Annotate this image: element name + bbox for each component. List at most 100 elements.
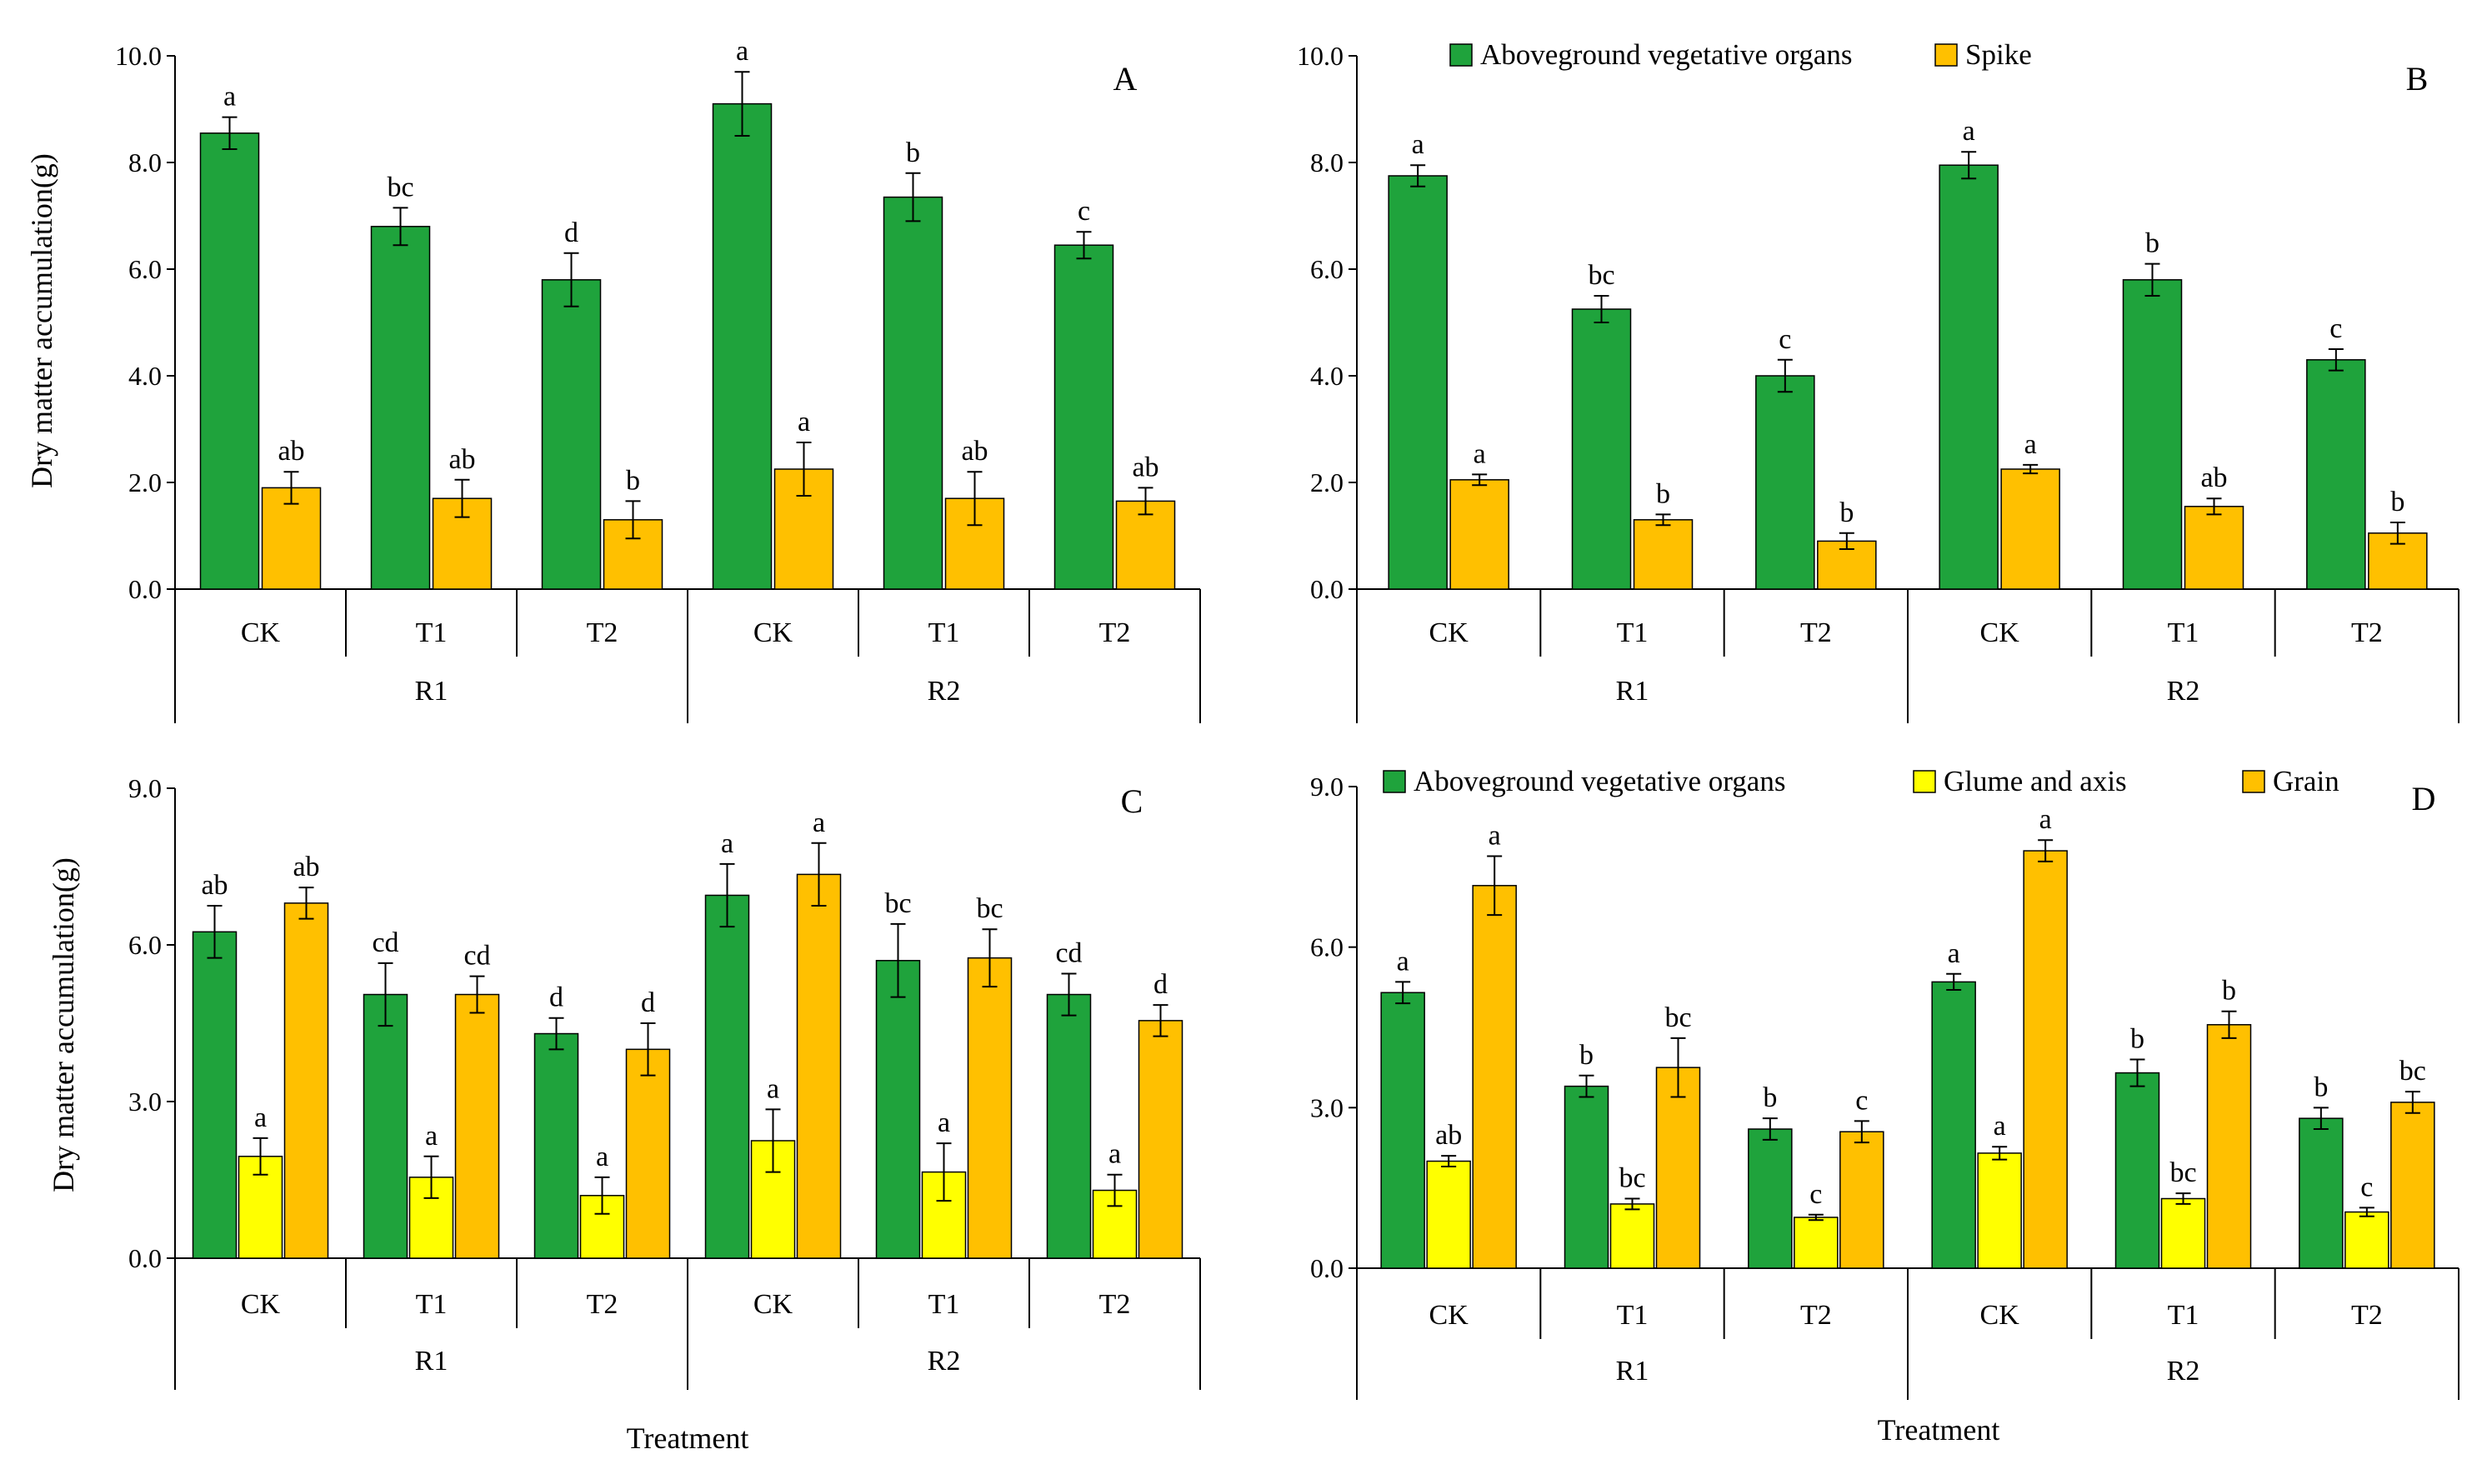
- x-group-label: R2: [928, 676, 961, 707]
- bar-veg: [1046, 993, 1092, 1259]
- legend-label: Glume and axis: [1944, 765, 2127, 797]
- bar-veg: [1564, 1085, 1609, 1269]
- bar-glume: [1977, 1152, 2022, 1269]
- significance-letter: a: [1948, 938, 1960, 969]
- y-tick-label: 3.0: [1310, 1092, 1344, 1122]
- legend-swatch-veg: [1383, 770, 1406, 793]
- bar-veg: [883, 196, 943, 590]
- significance-letter: c: [1855, 1085, 1868, 1116]
- x-group-label: R1: [415, 676, 448, 707]
- x-category-label: T2: [1800, 1300, 1832, 1331]
- panel-label: B: [2406, 60, 2429, 97]
- significance-letter: d: [641, 987, 655, 1018]
- significance-letter: ab: [1435, 1120, 1462, 1151]
- bar-glume: [2160, 1197, 2206, 1269]
- x-category-label: T1: [2168, 617, 2199, 648]
- significance-letter: a: [1412, 129, 1424, 160]
- significance-letter: b: [1579, 1040, 1594, 1071]
- significance-letter: b: [2145, 228, 2159, 259]
- x-group-label: R1: [1616, 676, 1649, 707]
- significance-letter: ab: [278, 436, 304, 467]
- bar-veg: [2299, 1117, 2344, 1269]
- significance-letter: ab: [448, 444, 475, 475]
- y-tick-label: 8.0: [128, 147, 162, 177]
- significance-letter: cd: [463, 941, 490, 972]
- legend-swatch-spike: [1934, 43, 1958, 67]
- bar-veg: [1571, 308, 1632, 590]
- x-category-label: CK: [753, 617, 793, 648]
- bar-veg: [875, 960, 921, 1259]
- bar-grain: [1655, 1067, 1701, 1269]
- y-tick-label: 8.0: [1310, 147, 1344, 177]
- significance-letter: bc: [2399, 1056, 2426, 1087]
- significance-letter: a: [813, 807, 825, 838]
- significance-letter: d: [564, 217, 578, 248]
- x-group-label: R1: [415, 1346, 448, 1377]
- x-group-label: R1: [1616, 1356, 1649, 1387]
- y-tick-label: 4.0: [128, 361, 162, 391]
- significance-letter: b: [1656, 478, 1670, 509]
- x-category-label: CK: [241, 617, 281, 648]
- x-group-label: R2: [928, 1346, 961, 1377]
- y-tick-label: 0.0: [1310, 1253, 1344, 1283]
- significance-letter: b: [1763, 1082, 1777, 1113]
- significance-letter: d: [549, 982, 563, 1013]
- significance-letter: bc: [387, 172, 413, 202]
- y-tick-label: 10.0: [115, 41, 162, 71]
- bar-grain: [796, 873, 842, 1259]
- bar-veg: [1939, 164, 1999, 590]
- bar-glume: [1794, 1217, 1839, 1269]
- significance-letter: ab: [961, 436, 988, 467]
- bar-veg: [2306, 359, 2366, 590]
- significance-letter: a: [798, 407, 810, 437]
- significance-letter: bc: [1588, 260, 1614, 291]
- y-tick-label: 6.0: [1310, 932, 1344, 962]
- y-tick-label: 0.0: [128, 574, 162, 604]
- panel-label: C: [1121, 782, 1143, 820]
- x-category-label: T2: [2351, 1300, 2383, 1331]
- bar-veg: [2122, 279, 2183, 590]
- x-category-label: CK: [241, 1289, 281, 1320]
- bar-veg: [712, 102, 773, 590]
- significance-letter: b: [1839, 497, 1854, 528]
- significance-letter: b: [2222, 976, 2236, 1007]
- significance-letter: b: [2390, 487, 2404, 517]
- significance-letter: b: [626, 465, 640, 496]
- bar-grain: [2023, 850, 2068, 1269]
- bar-veg: [2114, 1072, 2160, 1269]
- x-category-label: CK: [1429, 1300, 1469, 1331]
- significance-letter: c: [1078, 196, 1090, 227]
- significance-letter: a: [721, 828, 733, 859]
- x-category-label: CK: [753, 1289, 793, 1320]
- x-category-label: CK: [1429, 617, 1469, 648]
- significance-letter: d: [1153, 969, 1168, 1000]
- bar-veg: [1388, 175, 1448, 590]
- y-tick-label: 0.0: [128, 1243, 162, 1273]
- y-tick-label: 6.0: [128, 254, 162, 284]
- significance-letter: c: [2360, 1172, 2373, 1202]
- y-tick-label: 3.0: [128, 1087, 162, 1117]
- bar-grain: [2390, 1102, 2435, 1269]
- bar-spike: [1633, 519, 1694, 590]
- bar-grain: [967, 957, 1013, 1259]
- y-tick-label: 2.0: [128, 467, 162, 497]
- y-tick-label: 4.0: [1310, 361, 1344, 391]
- x-category-label: T1: [1617, 1300, 1649, 1331]
- x-group-label: R2: [2167, 676, 2200, 707]
- x-axis-title-right: Treatment: [1878, 1413, 2000, 1447]
- bar-veg: [541, 279, 602, 590]
- bar-veg: [199, 132, 260, 590]
- legend-swatch-veg: [1449, 43, 1473, 67]
- bar-spike: [2184, 506, 2244, 590]
- bar-spike: [261, 487, 322, 590]
- significance-letter: c: [1809, 1179, 1822, 1210]
- bar-veg: [1748, 1128, 1793, 1269]
- x-category-label: T1: [1617, 617, 1649, 648]
- y-axis-label: Dry matter accumulation(g): [47, 857, 80, 1192]
- y-tick-label: 9.0: [1310, 772, 1344, 802]
- bar-grain: [1472, 885, 1517, 1269]
- significance-letter: ab: [1132, 452, 1158, 482]
